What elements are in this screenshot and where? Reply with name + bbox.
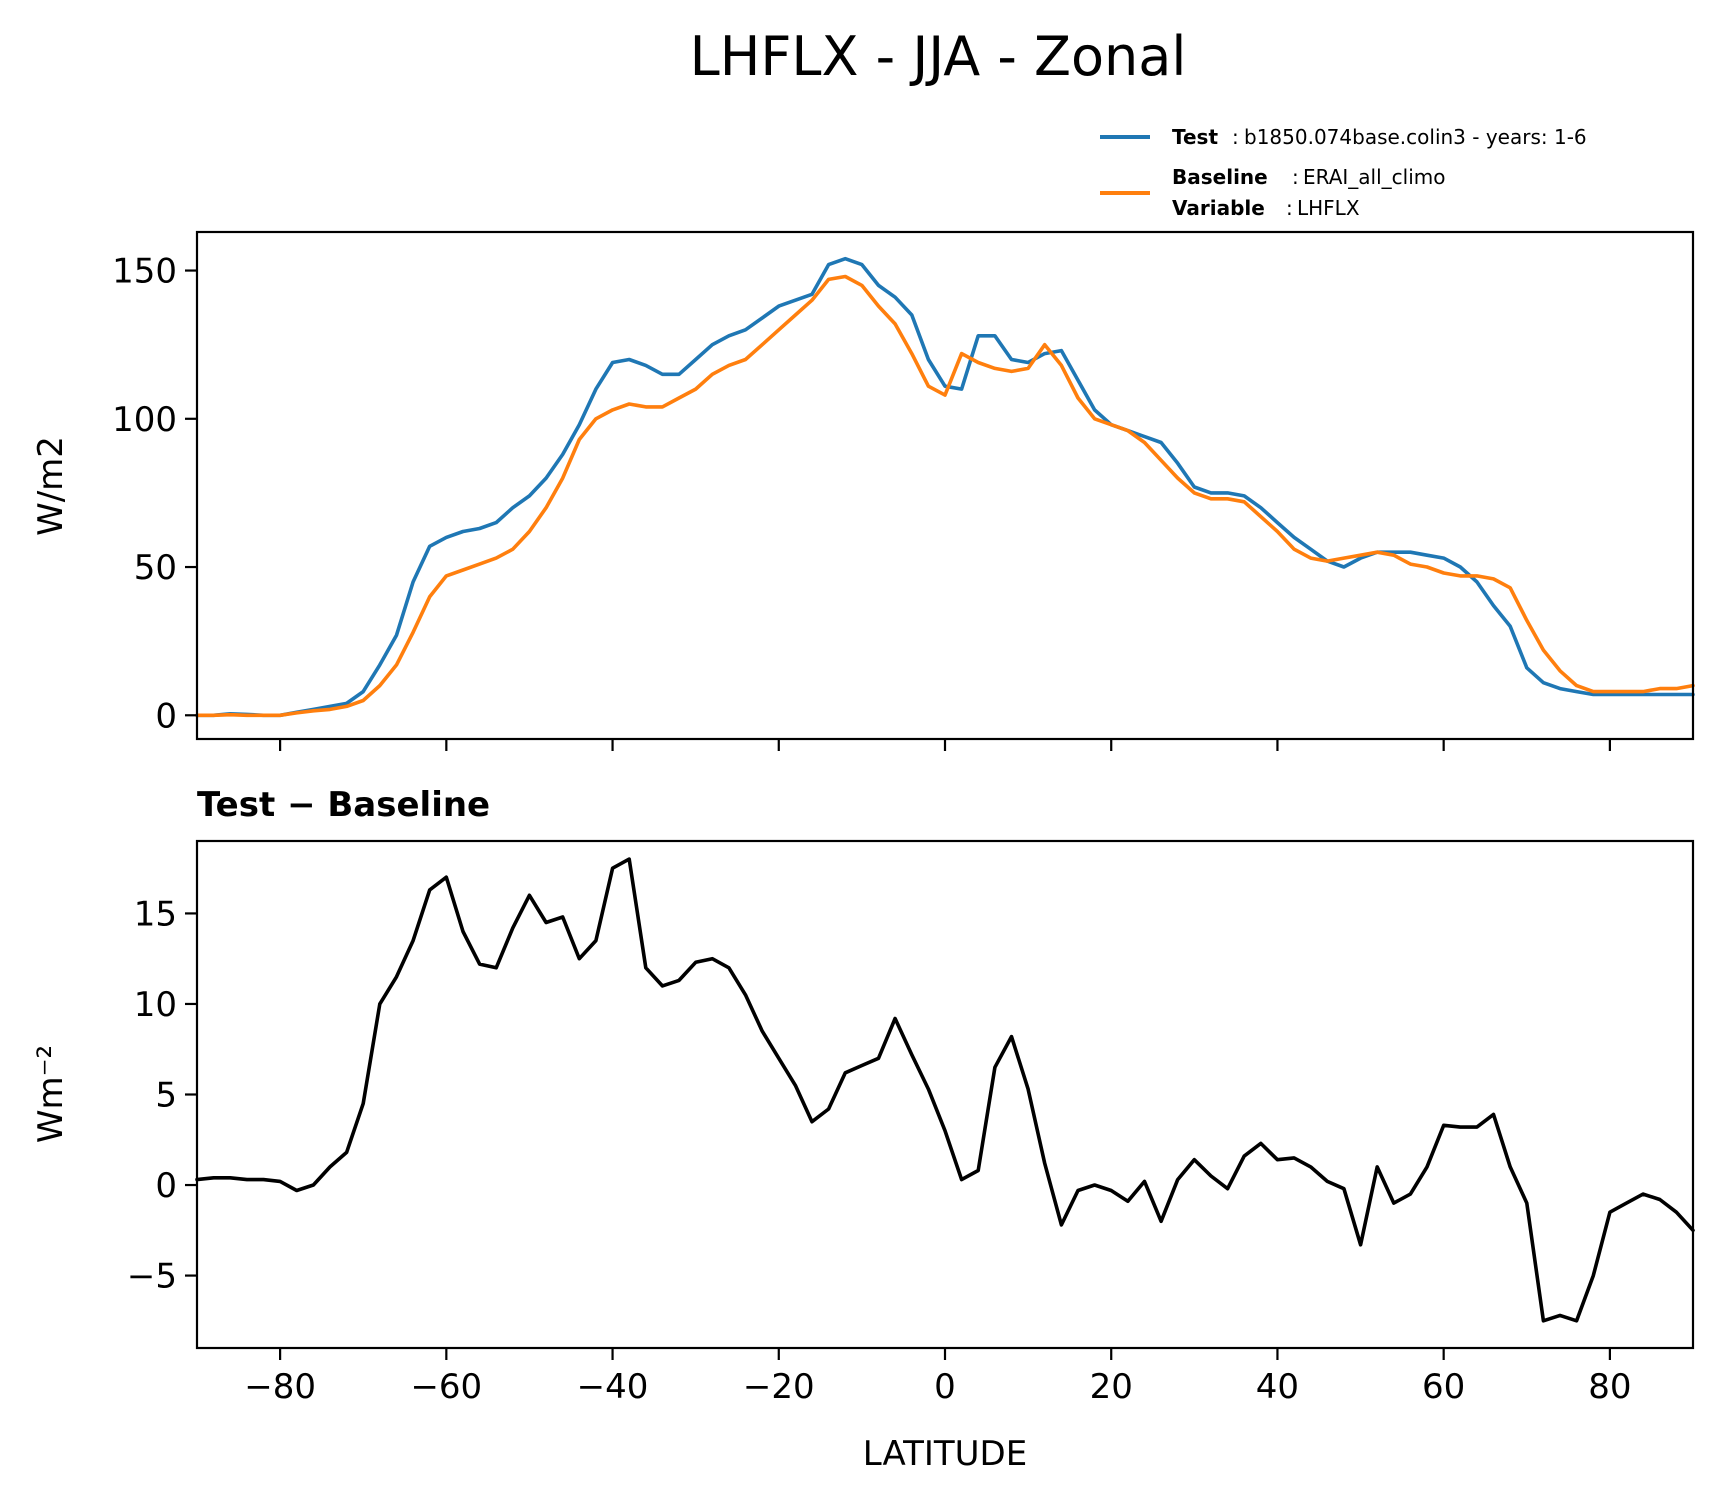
top-series-group xyxy=(195,256,1695,718)
bottom-xlabel: LATITUDE xyxy=(863,1434,1027,1474)
bottom-xtick-label: 40 xyxy=(1256,1367,1299,1407)
legend-baseline-sep: : xyxy=(1292,165,1299,189)
top-series-baseline-line xyxy=(195,274,1695,718)
top-ylabel: W/m2 xyxy=(31,436,71,536)
bottom-xtick-label: 20 xyxy=(1090,1367,1133,1407)
legend-variable-key: Variable xyxy=(1172,196,1265,220)
top-series-test-line xyxy=(195,256,1695,718)
bottom-xtick-label: 0 xyxy=(934,1367,956,1407)
legend: Test : b1850.074base.colin3 - years: 1-6… xyxy=(1100,125,1587,220)
top-ytick-label: 50 xyxy=(134,548,177,588)
legend-test-key: Test xyxy=(1172,125,1218,149)
bottom-series-difference-line xyxy=(195,857,1695,1323)
legend-baseline-key: Baseline xyxy=(1172,165,1268,189)
legend-variable-sep: : xyxy=(1286,196,1293,220)
bottom-panel: Test − Baseline −5 0 5 10 15 −80 −60 −40 −20 0 20 4… xyxy=(31,785,1695,1474)
legend-baseline-value: ERAI_all_climo xyxy=(1303,165,1446,189)
bottom-xtick-label: −20 xyxy=(743,1367,815,1407)
bottom-ytick-label: 15 xyxy=(134,894,177,934)
bottom-ytick-label: −5 xyxy=(127,1257,177,1297)
bottom-xtick-label: −60 xyxy=(410,1367,482,1407)
bottom-xtick-label: −40 xyxy=(577,1367,649,1407)
bottom-ytick-label: 10 xyxy=(134,985,177,1025)
bottom-xtick-label: −80 xyxy=(244,1367,316,1407)
top-ytick-label: 100 xyxy=(112,400,177,440)
figure-title: LHFLX - JJA - Zonal xyxy=(690,25,1187,88)
bottom-ytick-label: 0 xyxy=(155,1166,177,1206)
legend-variable-value: LHFLX xyxy=(1297,196,1360,220)
bottom-subtitle: Test − Baseline xyxy=(197,785,490,825)
top-ytick-label: 150 xyxy=(112,252,177,292)
top-ticks-group: 0 50 100 150 xyxy=(112,252,1611,751)
bottom-panel-frame xyxy=(195,839,1695,1350)
bottom-xtick-label: 60 xyxy=(1422,1367,1465,1407)
top-ytick-label: 0 xyxy=(155,696,177,736)
legend-test-value: b1850.074base.colin3 - years: 1-6 xyxy=(1244,125,1587,149)
bottom-xtick-label: 80 xyxy=(1588,1367,1631,1407)
bottom-ytick-label: 5 xyxy=(155,1076,177,1116)
legend-test-sep: : xyxy=(1232,125,1239,149)
top-panel: 0 50 100 150 W/m2 xyxy=(31,230,1695,751)
bottom-ticks-group: −5 0 5 10 15 −80 −60 −40 −20 0 20 40 60 80 xyxy=(127,894,1632,1407)
top-panel-frame xyxy=(195,230,1695,741)
bottom-series-group xyxy=(195,857,1695,1323)
bottom-ylabel: Wm⁻² xyxy=(31,1045,71,1143)
